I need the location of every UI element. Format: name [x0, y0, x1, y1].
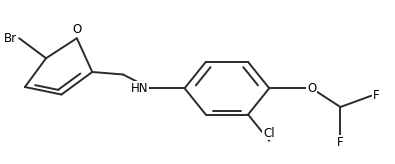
- Text: F: F: [337, 136, 344, 149]
- Text: Br: Br: [4, 32, 17, 45]
- Text: O: O: [72, 23, 81, 36]
- Text: HN: HN: [130, 82, 148, 95]
- Text: Cl: Cl: [263, 127, 275, 140]
- Text: F: F: [373, 89, 380, 102]
- Text: O: O: [307, 82, 316, 95]
